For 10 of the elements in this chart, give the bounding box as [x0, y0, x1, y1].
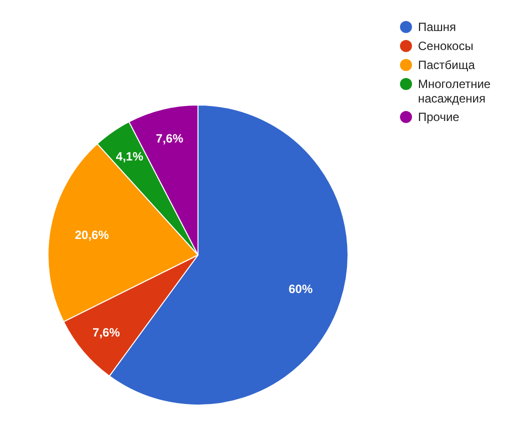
legend-label: Прочие	[418, 110, 460, 124]
legend-label: Пастбища	[418, 58, 476, 72]
data-label: 60%	[288, 282, 313, 296]
data-label: 20,6%	[74, 228, 110, 242]
data-label: 7,6%	[92, 325, 120, 340]
data-label: 7,6%	[156, 132, 184, 146]
legend-label: Пашня	[418, 20, 456, 34]
data-label: 4,1%	[116, 150, 144, 164]
legend-label: Многолетние насаждения	[418, 77, 491, 106]
legend-label: Сенокосы	[418, 39, 474, 54]
